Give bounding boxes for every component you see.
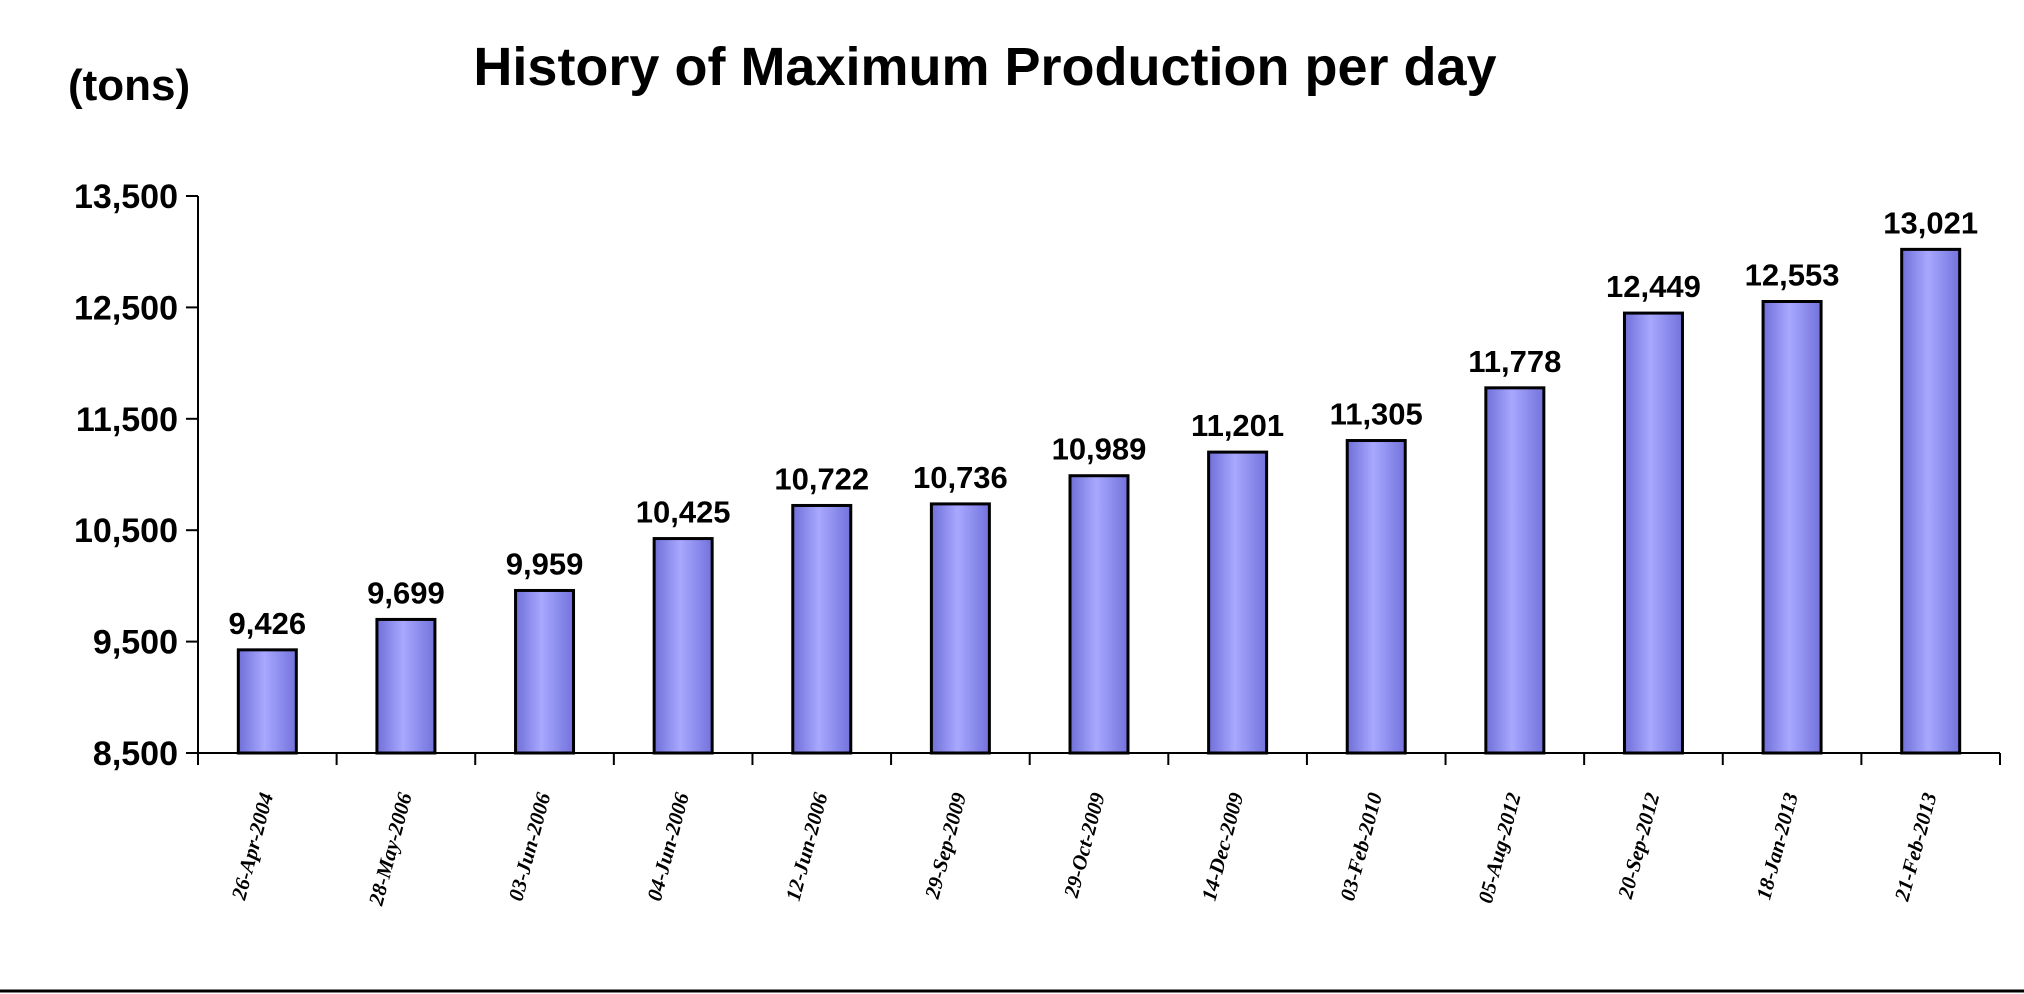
- x-tick-label: 12-Jun-2006: [781, 790, 833, 904]
- data-label: 10,722: [774, 461, 869, 496]
- bar: [1900, 247, 1962, 755]
- y-tick-label: 10,500: [74, 512, 178, 550]
- bar: [514, 588, 576, 755]
- x-tick-label: 05-Aug-2012: [1473, 790, 1526, 906]
- x-tick-label: 28-May-2006: [363, 790, 416, 909]
- y-unit-label: (tons): [68, 61, 190, 110]
- bar: [652, 537, 714, 755]
- data-label: 13,021: [1883, 205, 1978, 240]
- data-label: 10,736: [913, 460, 1008, 495]
- bar: [929, 502, 991, 755]
- y-tick-label: 13,500: [74, 178, 178, 216]
- x-tick-label: 14-Dec-2009: [1197, 790, 1249, 904]
- y-axis: 8,500 9,500 10,500 11,500 12,500 13,500: [74, 178, 199, 773]
- x-tick-label: 21-Feb-2013: [1889, 790, 1941, 904]
- data-label: 11,201: [1191, 408, 1284, 443]
- bar: [1484, 386, 1546, 755]
- bar: [236, 648, 298, 755]
- data-label: 12,553: [1745, 257, 1840, 292]
- bar: [375, 617, 437, 755]
- data-label: 11,778: [1468, 344, 1561, 379]
- y-tick-label: 11,500: [76, 401, 178, 439]
- data-label: 9,699: [367, 575, 445, 610]
- data-label: 10,989: [1052, 432, 1147, 467]
- x-tick-label: 29-Sep-2009: [920, 790, 972, 902]
- x-tick-label: 29-Oct-2009: [1059, 790, 1110, 901]
- x-tick-label: 04-Jun-2006: [642, 790, 694, 904]
- x-tick-label: 18-Jan-2013: [1751, 790, 1803, 902]
- bar: [1761, 299, 1823, 755]
- x-axis: 26-Apr-2004 28-May-2006 03-Jun-2006 04-Jun-…: [197, 752, 2001, 909]
- x-tick-label: 03-Feb-2010: [1335, 790, 1387, 904]
- data-label: 11,305: [1330, 397, 1423, 432]
- y-tick-label: 9,500: [93, 624, 178, 662]
- data-labels: 9,426 9,699 9,959 10,425 10,722 10,736 10,989 1…: [229, 205, 1979, 640]
- chart-title: History of Maximum Production per day: [473, 37, 1496, 97]
- data-label: 9,959: [506, 546, 584, 581]
- bars: [236, 247, 1962, 755]
- data-label: 10,425: [636, 495, 731, 530]
- x-tick-label: 20-Sep-2012: [1613, 790, 1665, 902]
- x-tick-label: 03-Jun-2006: [503, 790, 555, 904]
- y-tick-label: 12,500: [74, 289, 178, 327]
- x-tick-label: 26-Apr-2004: [226, 790, 278, 903]
- bar: [1345, 439, 1407, 755]
- bar: [1207, 450, 1269, 755]
- bar: [791, 503, 853, 755]
- data-label: 12,449: [1606, 269, 1701, 304]
- bar: [1068, 474, 1130, 755]
- bar: [1622, 311, 1684, 755]
- y-tick-label: 8,500: [93, 735, 178, 773]
- data-label: 9,426: [229, 606, 307, 641]
